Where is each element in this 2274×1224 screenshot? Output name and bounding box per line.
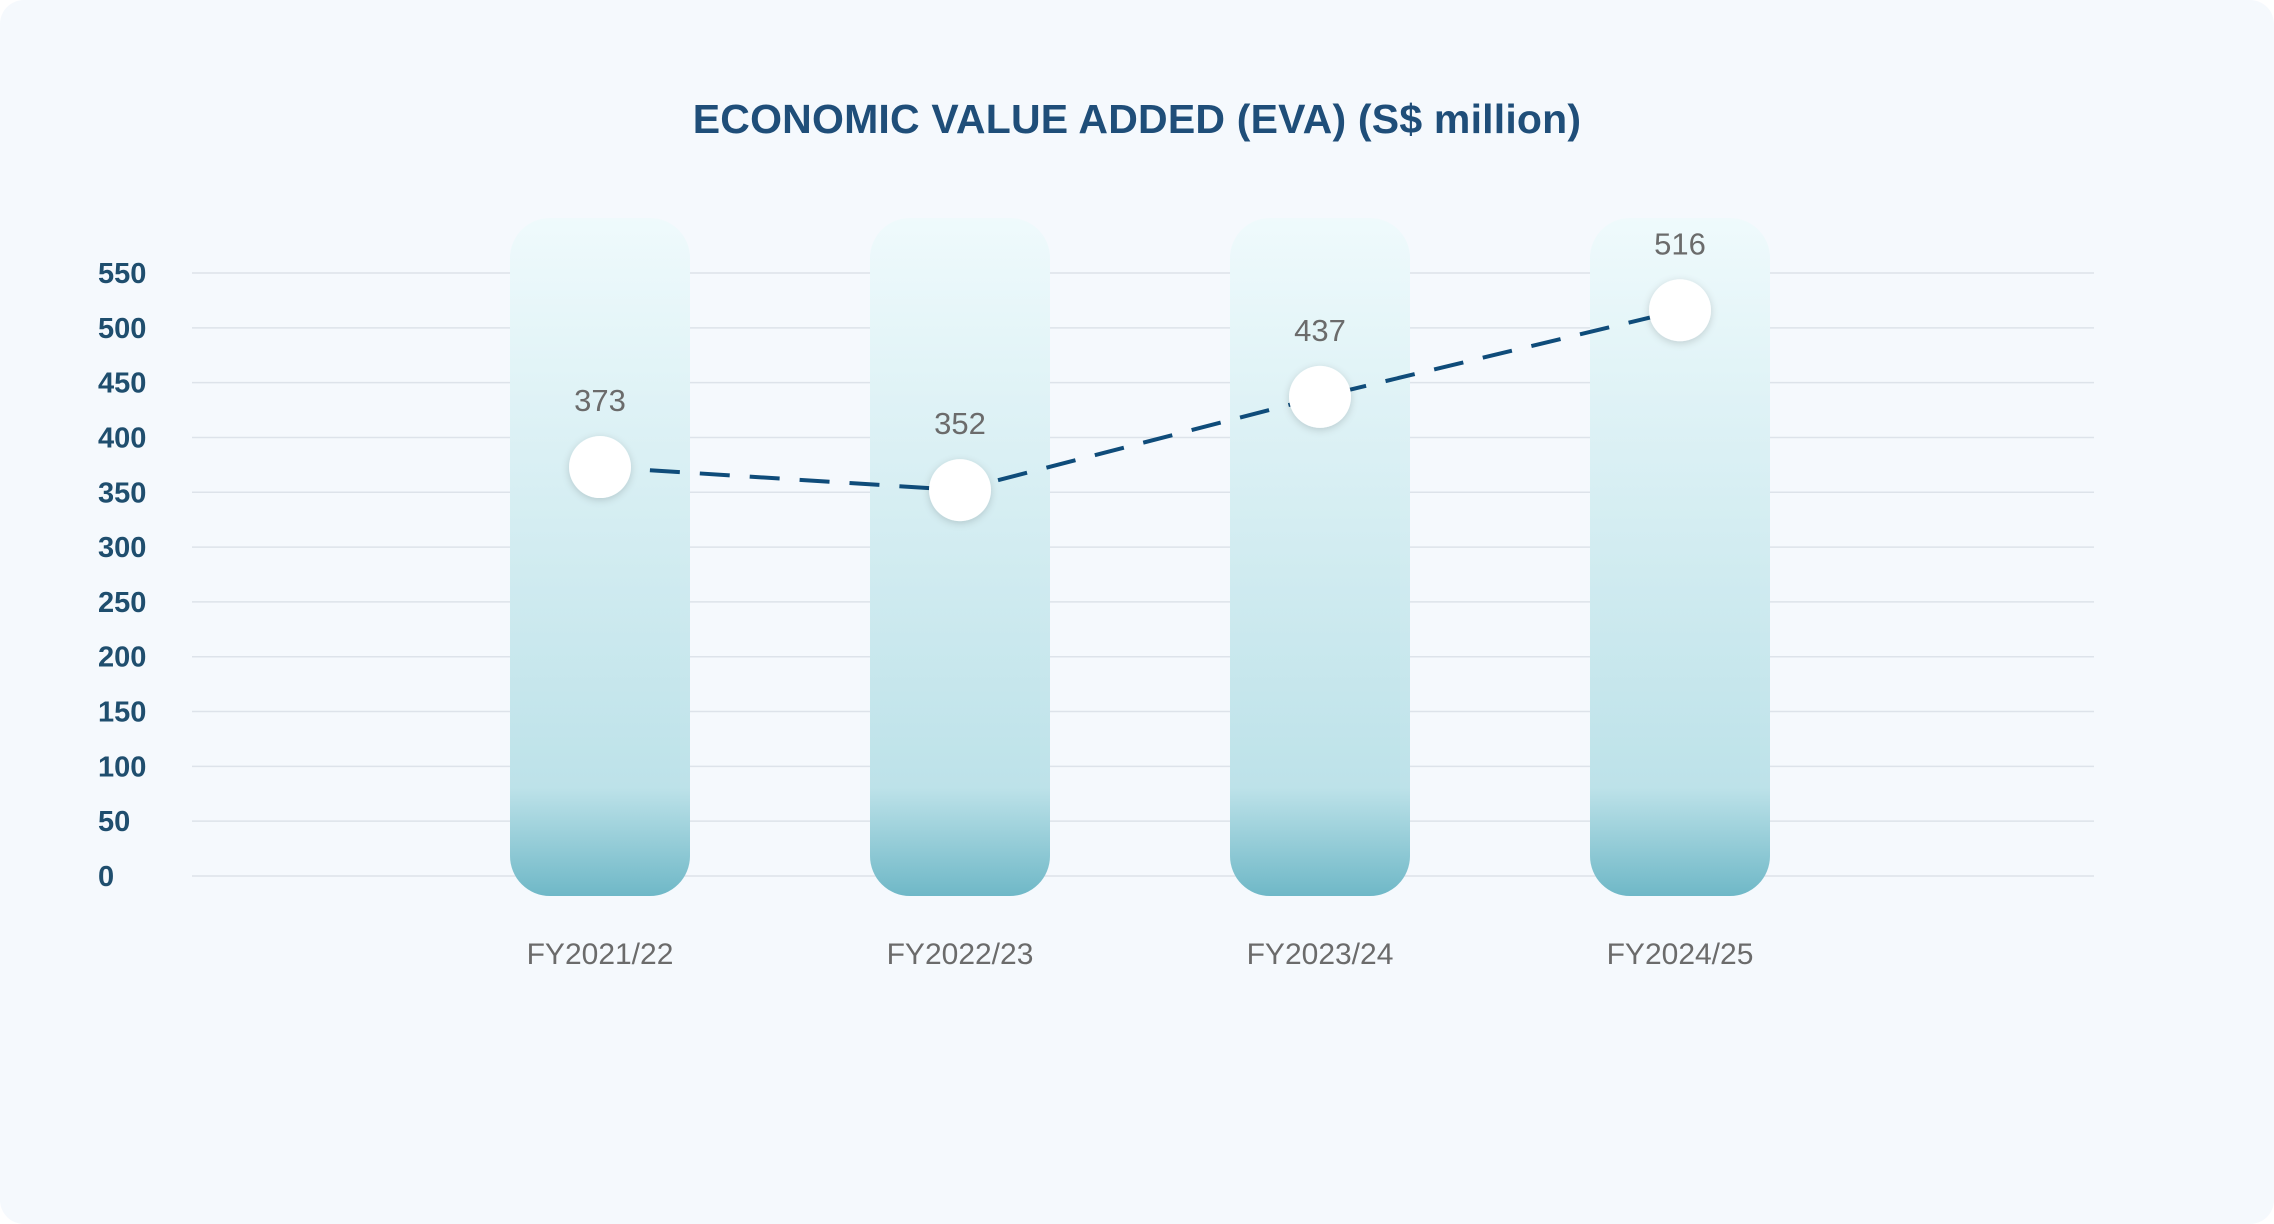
category-column [1590,218,1770,896]
y-tick-label: 500 [98,313,146,345]
series-line [599,308,1681,493]
y-tick-label: 300 [98,532,146,564]
y-tick-label: 550 [98,258,146,290]
x-tick-label: FY2021/22 [527,938,674,971]
y-tick-label: 50 [98,806,130,838]
chart-title: ECONOMIC VALUE ADDED (EVA) (S$ million) [692,96,1582,142]
y-tick-label: 350 [98,477,146,509]
data-point-marker [1289,365,1351,428]
data-label: 437 [1294,313,1346,348]
gridlines [192,272,2094,877]
y-tick-label: 150 [98,697,146,729]
data-labels: 373 352 437 516 [574,226,1706,441]
y-axis-ticks: 0 50 100 150 200 250 300 350 400 450 500 550 [98,258,146,893]
y-tick-label: 200 [98,642,146,674]
y-tick-label: 450 [98,368,146,400]
x-tick-label: FY2023/24 [1247,938,1394,971]
category-columns [510,218,1770,896]
series-line-eva [599,308,1681,493]
y-tick-label: 100 [98,751,146,783]
category-column [870,218,1050,896]
data-point-marker [929,459,991,522]
x-tick-label: FY2024/25 [1607,938,1754,971]
y-tick-label: 250 [98,587,146,619]
data-point-marker [1649,279,1711,342]
category-column [510,218,690,896]
series-markers [569,279,1711,522]
data-point-marker [569,436,631,499]
x-axis-ticks: FY2021/22 FY2022/23 FY2023/24 FY2024/25 [527,938,1754,971]
x-tick-label: FY2022/23 [887,938,1034,971]
data-label: 373 [574,383,626,418]
y-tick-label: 0 [98,861,114,893]
data-label: 352 [934,406,986,441]
y-tick-label: 400 [98,422,146,454]
data-label: 516 [1654,226,1706,261]
